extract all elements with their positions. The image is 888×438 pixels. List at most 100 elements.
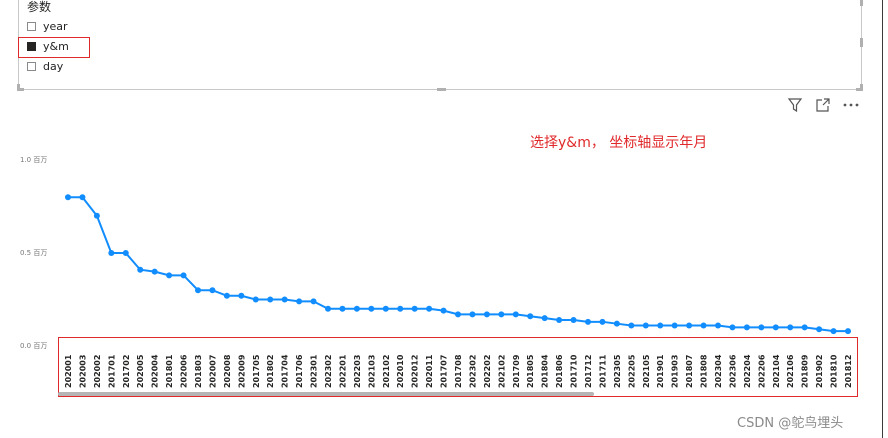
data-point[interactable]: [180, 272, 187, 279]
x-tick-label: 201709: [512, 354, 521, 388]
data-point[interactable]: [715, 322, 721, 329]
x-tick-label: 201711: [598, 354, 607, 388]
checkbox-checked[interactable]: [27, 41, 36, 51]
data-point[interactable]: [628, 322, 635, 329]
data-point[interactable]: [599, 318, 606, 325]
data-point[interactable]: [382, 305, 389, 312]
data-point[interactable]: [743, 324, 750, 331]
x-tick-label: 202007: [208, 355, 217, 388]
data-point[interactable]: [570, 316, 577, 323]
x-tick-label: 201704: [281, 354, 290, 388]
resize-handle-bottom-left[interactable]: [17, 84, 20, 91]
x-tick-label: 202002: [93, 355, 102, 388]
data-point[interactable]: [339, 305, 346, 312]
data-point[interactable]: [137, 266, 144, 273]
x-tick-label: 202301: [310, 354, 319, 388]
data-point[interactable]: [469, 311, 476, 318]
data-point[interactable]: [483, 311, 490, 318]
y-tick-label: 0.0 百万: [20, 342, 47, 350]
data-point[interactable]: [65, 194, 71, 201]
resize-handle-right[interactable]: [860, 38, 863, 47]
data-point[interactable]: [816, 326, 823, 333]
resize-handle-top-right[interactable]: [860, 0, 863, 6]
x-tick-label: 202009: [237, 354, 246, 388]
filter-icon[interactable]: [786, 96, 804, 114]
data-point[interactable]: [93, 212, 100, 219]
more-options-icon[interactable]: [842, 96, 860, 114]
data-point[interactable]: [772, 324, 779, 331]
data-point[interactable]: [642, 322, 649, 329]
checkbox[interactable]: [27, 21, 36, 31]
data-point[interactable]: [281, 296, 288, 303]
data-point[interactable]: [238, 292, 245, 299]
data-point[interactable]: [455, 311, 461, 318]
data-point[interactable]: [671, 322, 678, 329]
data-point[interactable]: [801, 324, 808, 331]
data-point[interactable]: [310, 298, 317, 305]
data-point[interactable]: [108, 250, 115, 256]
x-tick-label: 201812: [844, 355, 853, 388]
visual-header-toolbar: [786, 96, 862, 114]
x-tick-label: 202201: [338, 354, 347, 388]
data-point[interactable]: [686, 322, 693, 329]
x-tick-label: 202302: [324, 355, 333, 388]
data-point[interactable]: [787, 324, 794, 331]
x-tick-label: 201707: [440, 355, 449, 388]
annotation-text: 选择y&m， 坐标轴显示年月: [530, 135, 708, 151]
data-point[interactable]: [296, 298, 303, 305]
slicer-option-year[interactable]: year: [27, 18, 68, 34]
slicer-option-ym[interactable]: y&m: [27, 38, 69, 54]
resize-handle-bottom-right[interactable]: [856, 88, 863, 91]
data-point[interactable]: [585, 318, 591, 325]
window-frame-edge: [877, 0, 888, 438]
data-point[interactable]: [700, 322, 707, 329]
data-point[interactable]: [527, 313, 534, 320]
data-point[interactable]: [151, 268, 158, 275]
x-tick-label: 202006: [180, 354, 189, 388]
data-point[interactable]: [267, 296, 274, 303]
data-point[interactable]: [845, 328, 851, 335]
focus-mode-icon[interactable]: [814, 96, 832, 114]
data-point[interactable]: [411, 305, 418, 312]
x-tick-label: 202008: [223, 354, 232, 388]
data-point[interactable]: [613, 320, 620, 327]
resize-handle-bottom[interactable]: [437, 88, 446, 91]
data-point[interactable]: [426, 305, 433, 312]
x-tick-label: 202003: [78, 355, 87, 388]
data-point[interactable]: [440, 307, 447, 314]
line-chart[interactable]: 1.0 百万 0.5 百万 0.0 百万 202001 202003 202002 2017…: [0, 140, 870, 400]
x-tick-label: 201903: [671, 355, 680, 388]
data-point[interactable]: [758, 324, 765, 331]
x-axis-highlight-box: [58, 337, 858, 397]
data-point[interactable]: [223, 292, 230, 299]
data-point[interactable]: [325, 305, 331, 312]
data-point[interactable]: [397, 305, 404, 312]
data-point[interactable]: [122, 250, 129, 256]
data-point[interactable]: [512, 311, 519, 318]
resize-handle-bottom-left[interactable]: [17, 88, 24, 91]
data-point[interactable]: [541, 315, 548, 322]
data-point[interactable]: [166, 272, 173, 279]
checkbox[interactable]: [27, 61, 36, 71]
x-tick-label: 202306: [728, 354, 737, 388]
x-tick-label: 201708: [454, 354, 463, 388]
data-point[interactable]: [79, 194, 86, 201]
x-tick-label: 201902: [815, 355, 824, 388]
slicer-option-label: day: [43, 59, 64, 73]
data-point[interactable]: [657, 322, 664, 329]
slicer-option-day[interactable]: day: [27, 58, 63, 74]
data-point[interactable]: [209, 287, 216, 294]
data-point[interactable]: [498, 311, 505, 318]
data-point[interactable]: [368, 305, 375, 312]
resize-handle-bottom-right[interactable]: [860, 84, 863, 91]
data-point[interactable]: [729, 324, 736, 331]
data-point[interactable]: [556, 316, 563, 323]
data-point[interactable]: [195, 287, 201, 294]
parameter-slicer[interactable]: 参数 year y&m day: [17, 0, 863, 91]
data-point[interactable]: [252, 296, 259, 303]
horizontal-scrollbar[interactable]: [58, 392, 594, 396]
slicer-option-label: year: [43, 19, 68, 33]
x-tick-label: 202204: [743, 354, 752, 388]
data-point[interactable]: [353, 305, 360, 312]
data-point[interactable]: [830, 328, 837, 335]
